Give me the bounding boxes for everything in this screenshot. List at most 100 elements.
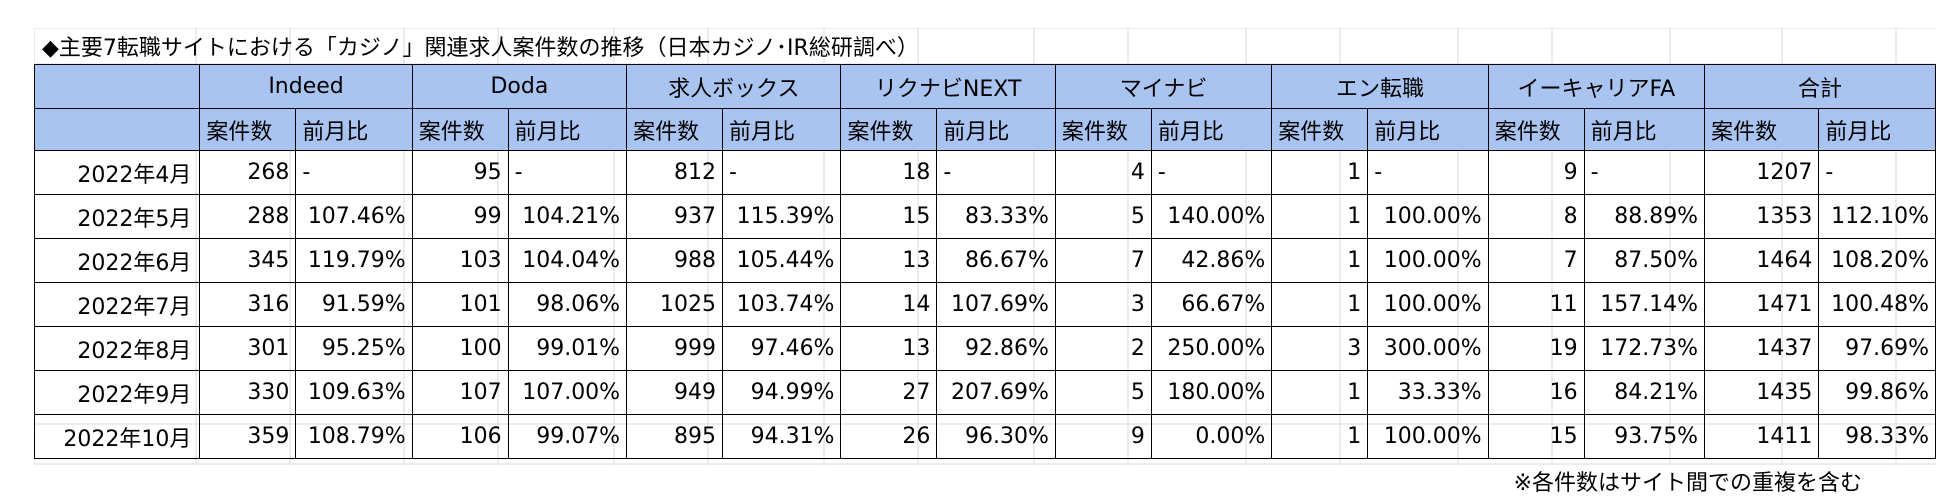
header-row-metrics: 案件数 前月比 案件数 前月比 案件数 前月比 案件数 前月比 案件数 前月比 案件数 前月比 案件数前… xyxy=(33,108,1936,151)
site-header: Doda xyxy=(411,64,628,109)
count-cell: 1 xyxy=(1271,150,1369,195)
ratio-cell: 88.89% xyxy=(1583,194,1706,239)
ratio-cell: 112.10% xyxy=(1818,194,1936,239)
ratio-cell: 96.30% xyxy=(936,414,1056,459)
ratio-cell: 140.00% xyxy=(1150,194,1273,239)
count-cell: 101 xyxy=(411,282,509,327)
ratio-cell: - xyxy=(1367,150,1489,195)
ratio-cell: 86.67% xyxy=(936,238,1056,283)
count-cell: 16 xyxy=(1487,370,1585,415)
ratio-cell: - xyxy=(1150,150,1273,195)
ratio-cell: 97.46% xyxy=(722,326,842,371)
count-cell: 4 xyxy=(1054,150,1152,195)
ratio-cell: 207.69% xyxy=(936,370,1056,415)
ratio-cell: 100.48% xyxy=(1818,282,1936,327)
ratio-cell: 99.01% xyxy=(507,326,628,371)
ratio-cell: 250.00% xyxy=(1150,326,1273,371)
site-header: マイナビ xyxy=(1054,64,1273,109)
ratio-header: 前月比 xyxy=(722,108,842,151)
ratio-cell: 172.73% xyxy=(1583,326,1706,371)
ratio-cell: 100.00% xyxy=(1367,282,1489,327)
ratio-cell: 87.50% xyxy=(1583,238,1706,283)
count-cell: 106 xyxy=(411,414,509,459)
ratio-cell: 95.25% xyxy=(295,326,413,371)
ratio-cell: 100.00% xyxy=(1367,194,1489,239)
ratio-cell: 94.99% xyxy=(722,370,842,415)
table-row: 2022年9月 330 109.63% 107 107.00% 949 94.99% 27 20… xyxy=(33,370,1936,415)
count-cell: 988 xyxy=(626,238,724,283)
count-cell: 895 xyxy=(626,414,724,459)
ratio-header: 前月比 xyxy=(1583,108,1706,151)
count-cell: 103 xyxy=(411,238,509,283)
count-cell: 937 xyxy=(626,194,724,239)
header-corner xyxy=(33,64,201,109)
count-cell: 301 xyxy=(199,326,297,371)
count-cell: 812 xyxy=(626,150,724,195)
count-cell: 1411 xyxy=(1704,414,1820,459)
count-cell: 11 xyxy=(1487,282,1585,327)
ratio-cell: - xyxy=(295,150,413,195)
count-header: 案件数 xyxy=(199,108,297,151)
ratio-cell: 99.86% xyxy=(1818,370,1936,415)
ratio-cell: 99.07% xyxy=(507,414,628,459)
count-cell: 288 xyxy=(199,194,297,239)
month-cell: 2022年9月 xyxy=(33,370,201,415)
ratio-cell: - xyxy=(936,150,1056,195)
site-header: エン転職 xyxy=(1271,64,1489,109)
ratio-cell: 107.00% xyxy=(507,370,628,415)
count-cell: 1 xyxy=(1271,194,1369,239)
site-header: Indeed xyxy=(199,64,413,109)
count-cell: 3 xyxy=(1271,326,1369,371)
table-row: 2022年4月 268-95-812-18-4-1-9-1207- xyxy=(33,150,1936,195)
ratio-cell: 105.44% xyxy=(722,238,842,283)
count-cell: 330 xyxy=(199,370,297,415)
count-cell: 1435 xyxy=(1704,370,1820,415)
count-cell: 1471 xyxy=(1704,282,1820,327)
count-cell: 7 xyxy=(1487,238,1585,283)
count-cell: 13 xyxy=(840,238,938,283)
ratio-cell: 91.59% xyxy=(295,282,413,327)
count-header: 案件数 xyxy=(1054,108,1152,151)
count-cell: 13 xyxy=(840,326,938,371)
site-header: 求人ボックス xyxy=(626,64,842,109)
header-row-sites: Indeed Doda 求人ボックス リクナビNEXT マイナビ エン転職 イーキャリアFA… xyxy=(33,64,1936,109)
ratio-cell: - xyxy=(507,150,628,195)
ratio-cell: 104.04% xyxy=(507,238,628,283)
count-cell: 8 xyxy=(1487,194,1585,239)
count-cell: 2 xyxy=(1054,326,1152,371)
count-cell: 99 xyxy=(411,194,509,239)
ratio-header: 前月比 xyxy=(507,108,628,151)
count-header: 案件数 xyxy=(1487,108,1585,151)
ratio-cell: 92.86% xyxy=(936,326,1056,371)
count-cell: 345 xyxy=(199,238,297,283)
ratio-header: 前月比 xyxy=(295,108,413,151)
month-cell: 2022年10月 xyxy=(33,414,201,459)
count-cell: 19 xyxy=(1487,326,1585,371)
ratio-cell: 97.69% xyxy=(1818,326,1936,371)
count-cell: 1353 xyxy=(1704,194,1820,239)
count-cell: 7 xyxy=(1054,238,1152,283)
count-cell: 18 xyxy=(840,150,938,195)
count-cell: 15 xyxy=(840,194,938,239)
ratio-cell: - xyxy=(722,150,842,195)
ratio-cell: 115.39% xyxy=(722,194,842,239)
ratio-cell: 103.74% xyxy=(722,282,842,327)
count-cell: 1025 xyxy=(626,282,724,327)
ratio-cell: 104.21% xyxy=(507,194,628,239)
count-cell: 14 xyxy=(840,282,938,327)
ratio-cell: 66.67% xyxy=(1150,282,1273,327)
ratio-header: 前月比 xyxy=(1367,108,1489,151)
spreadsheet: ◆主要7転職サイトにおける「カジノ」関連求人案件数の推移（日本カジノ･IR総研調… xyxy=(33,28,1936,499)
ratio-cell: 83.33% xyxy=(936,194,1056,239)
job-count-table: Indeed Doda 求人ボックス リクナビNEXT マイナビ エン転職 イーキャリアFA… xyxy=(33,64,1936,459)
month-cell: 2022年4月 xyxy=(33,150,201,195)
month-cell: 2022年8月 xyxy=(33,326,201,371)
site-header: イーキャリアFA xyxy=(1487,64,1706,109)
ratio-cell: 98.06% xyxy=(507,282,628,327)
ratio-cell: - xyxy=(1818,150,1936,195)
count-cell: 949 xyxy=(626,370,724,415)
month-cell: 2022年6月 xyxy=(33,238,201,283)
ratio-cell: 180.00% xyxy=(1150,370,1273,415)
month-cell: 2022年5月 xyxy=(33,194,201,239)
ratio-cell: 98.33% xyxy=(1818,414,1936,459)
